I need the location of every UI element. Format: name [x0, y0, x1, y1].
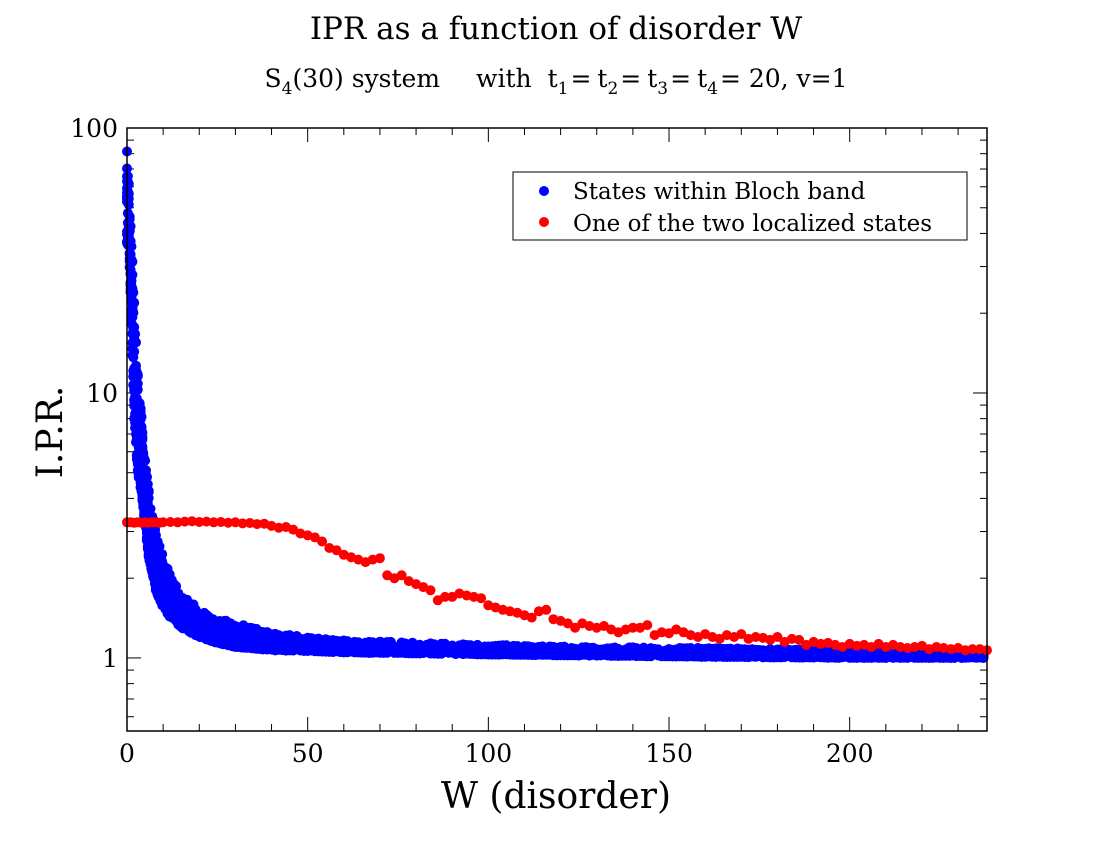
series-localized-state [122, 516, 992, 656]
data-point-localized-state [772, 632, 783, 642]
subtitle-text: = [620, 64, 641, 93]
data-point-localized-state [562, 618, 573, 629]
data-point-bloch-band [154, 541, 165, 552]
subtitle-text: = 20, v=1 [720, 64, 848, 93]
subtitle-text: (30) system [292, 64, 440, 93]
data-point-localized-state [158, 517, 169, 528]
data-point-bloch-band [129, 346, 140, 357]
data-point-localized-state [273, 522, 284, 533]
subtitle-subscript: 4 [282, 79, 293, 99]
y-axis-label: I.P.R. [30, 386, 71, 479]
data-point-localized-state [208, 517, 219, 528]
y-tick-label: 100 [70, 114, 118, 143]
data-point-localized-state [331, 545, 342, 556]
data-point-bloch-band [136, 411, 147, 422]
data-point-bloch-band [127, 269, 138, 280]
legend-label-bloch-band: States within Bloch band [573, 179, 866, 205]
x-tick-label: 200 [826, 739, 874, 768]
legend-marker-bloch-band [539, 186, 549, 196]
subtitle-text: with [476, 64, 532, 93]
y-tick-label: 1 [102, 644, 118, 673]
subtitle-text: = [670, 64, 691, 93]
data-point-localized-state [526, 612, 537, 623]
subtitle-subscript: 1 [558, 79, 569, 99]
chart-title: IPR as a function of disorder W [310, 11, 803, 47]
data-point-bloch-band [129, 297, 140, 308]
data-point-localized-state [425, 585, 436, 596]
data-point-bloch-band [125, 221, 136, 232]
legend: States within Bloch band One of the two … [512, 171, 968, 241]
data-point-localized-state [201, 516, 212, 527]
subtitle-text: t [697, 64, 707, 93]
subtitle-text: t [548, 64, 558, 93]
legend-label-localized-state: One of the two localized states [573, 211, 932, 237]
data-point-bloch-band [128, 307, 139, 318]
x-axis: 0 50 100 150 200 [119, 128, 959, 768]
subtitle-text: S [264, 64, 281, 93]
data-point-localized-state [237, 518, 248, 529]
data-point-localized-state [187, 516, 197, 527]
data-point-localized-state [750, 632, 761, 642]
data-point-bloch-band [143, 487, 154, 498]
data-point-localized-state [179, 516, 190, 527]
subtitle-subscript: 4 [707, 79, 718, 99]
data-point-bloch-band [123, 199, 134, 210]
plot-frame [126, 127, 988, 732]
data-point-localized-state [374, 553, 385, 564]
data-point-bloch-band [132, 371, 143, 382]
chart-subtitle: S4(30) system with t1= t2= t3= t4= 20, v=1 [264, 64, 847, 99]
data-point-localized-state [736, 629, 747, 640]
subtitle-text: = [570, 64, 591, 93]
subtitle-text: t [597, 64, 607, 93]
data-point-bloch-band [157, 549, 168, 560]
x-axis-label: W (disorder) [441, 776, 671, 817]
subtitle-text: t [647, 64, 657, 93]
data-point-localized-state [794, 634, 805, 645]
data-point-bloch-band [137, 432, 148, 443]
data-point-localized-state [642, 620, 653, 631]
data-point-localized-state [194, 517, 205, 527]
data-point-bloch-band [127, 256, 138, 267]
data-point-localized-state [317, 536, 328, 547]
data-point-localized-state [938, 643, 949, 653]
data-point-bloch-band [132, 384, 143, 395]
x-tick-label: 100 [464, 739, 512, 768]
data-point-localized-state [215, 517, 226, 527]
data-point-bloch-band [128, 287, 139, 298]
data-point-localized-state [172, 517, 183, 528]
x-tick-label: 150 [645, 739, 693, 768]
x-tick-label: 50 [292, 739, 324, 768]
legend-box [512, 171, 968, 241]
data-point-bloch-band [124, 211, 135, 222]
data-point-bloch-band [131, 337, 141, 348]
legend-marker-localized-state [539, 217, 549, 227]
data-point-localized-state [252, 519, 263, 530]
subtitle-subscript: 2 [607, 79, 618, 99]
data-point-bloch-band [130, 329, 141, 339]
data-point-localized-state [570, 622, 581, 633]
data-point-bloch-band [140, 455, 151, 466]
data-point-localized-state [440, 591, 450, 602]
data-point-bloch-band [123, 178, 134, 189]
series-bloch-band [122, 146, 989, 663]
data-point-localized-state [476, 593, 487, 604]
data-point-bloch-band [145, 503, 156, 514]
data-point-localized-state [223, 517, 234, 528]
data-point-localized-state [627, 622, 638, 633]
plot-border [126, 127, 988, 732]
y-tick-label: 10 [86, 379, 118, 408]
data-point-bloch-band [123, 188, 134, 199]
subtitle-subscript: 3 [657, 79, 668, 99]
x-tick-label: 0 [119, 739, 135, 768]
data-point-localized-state [165, 517, 176, 527]
data-point-localized-state [967, 644, 978, 655]
data-point-bloch-band [126, 241, 137, 252]
data-point-localized-state [541, 604, 552, 615]
data-point-localized-state [396, 570, 407, 581]
